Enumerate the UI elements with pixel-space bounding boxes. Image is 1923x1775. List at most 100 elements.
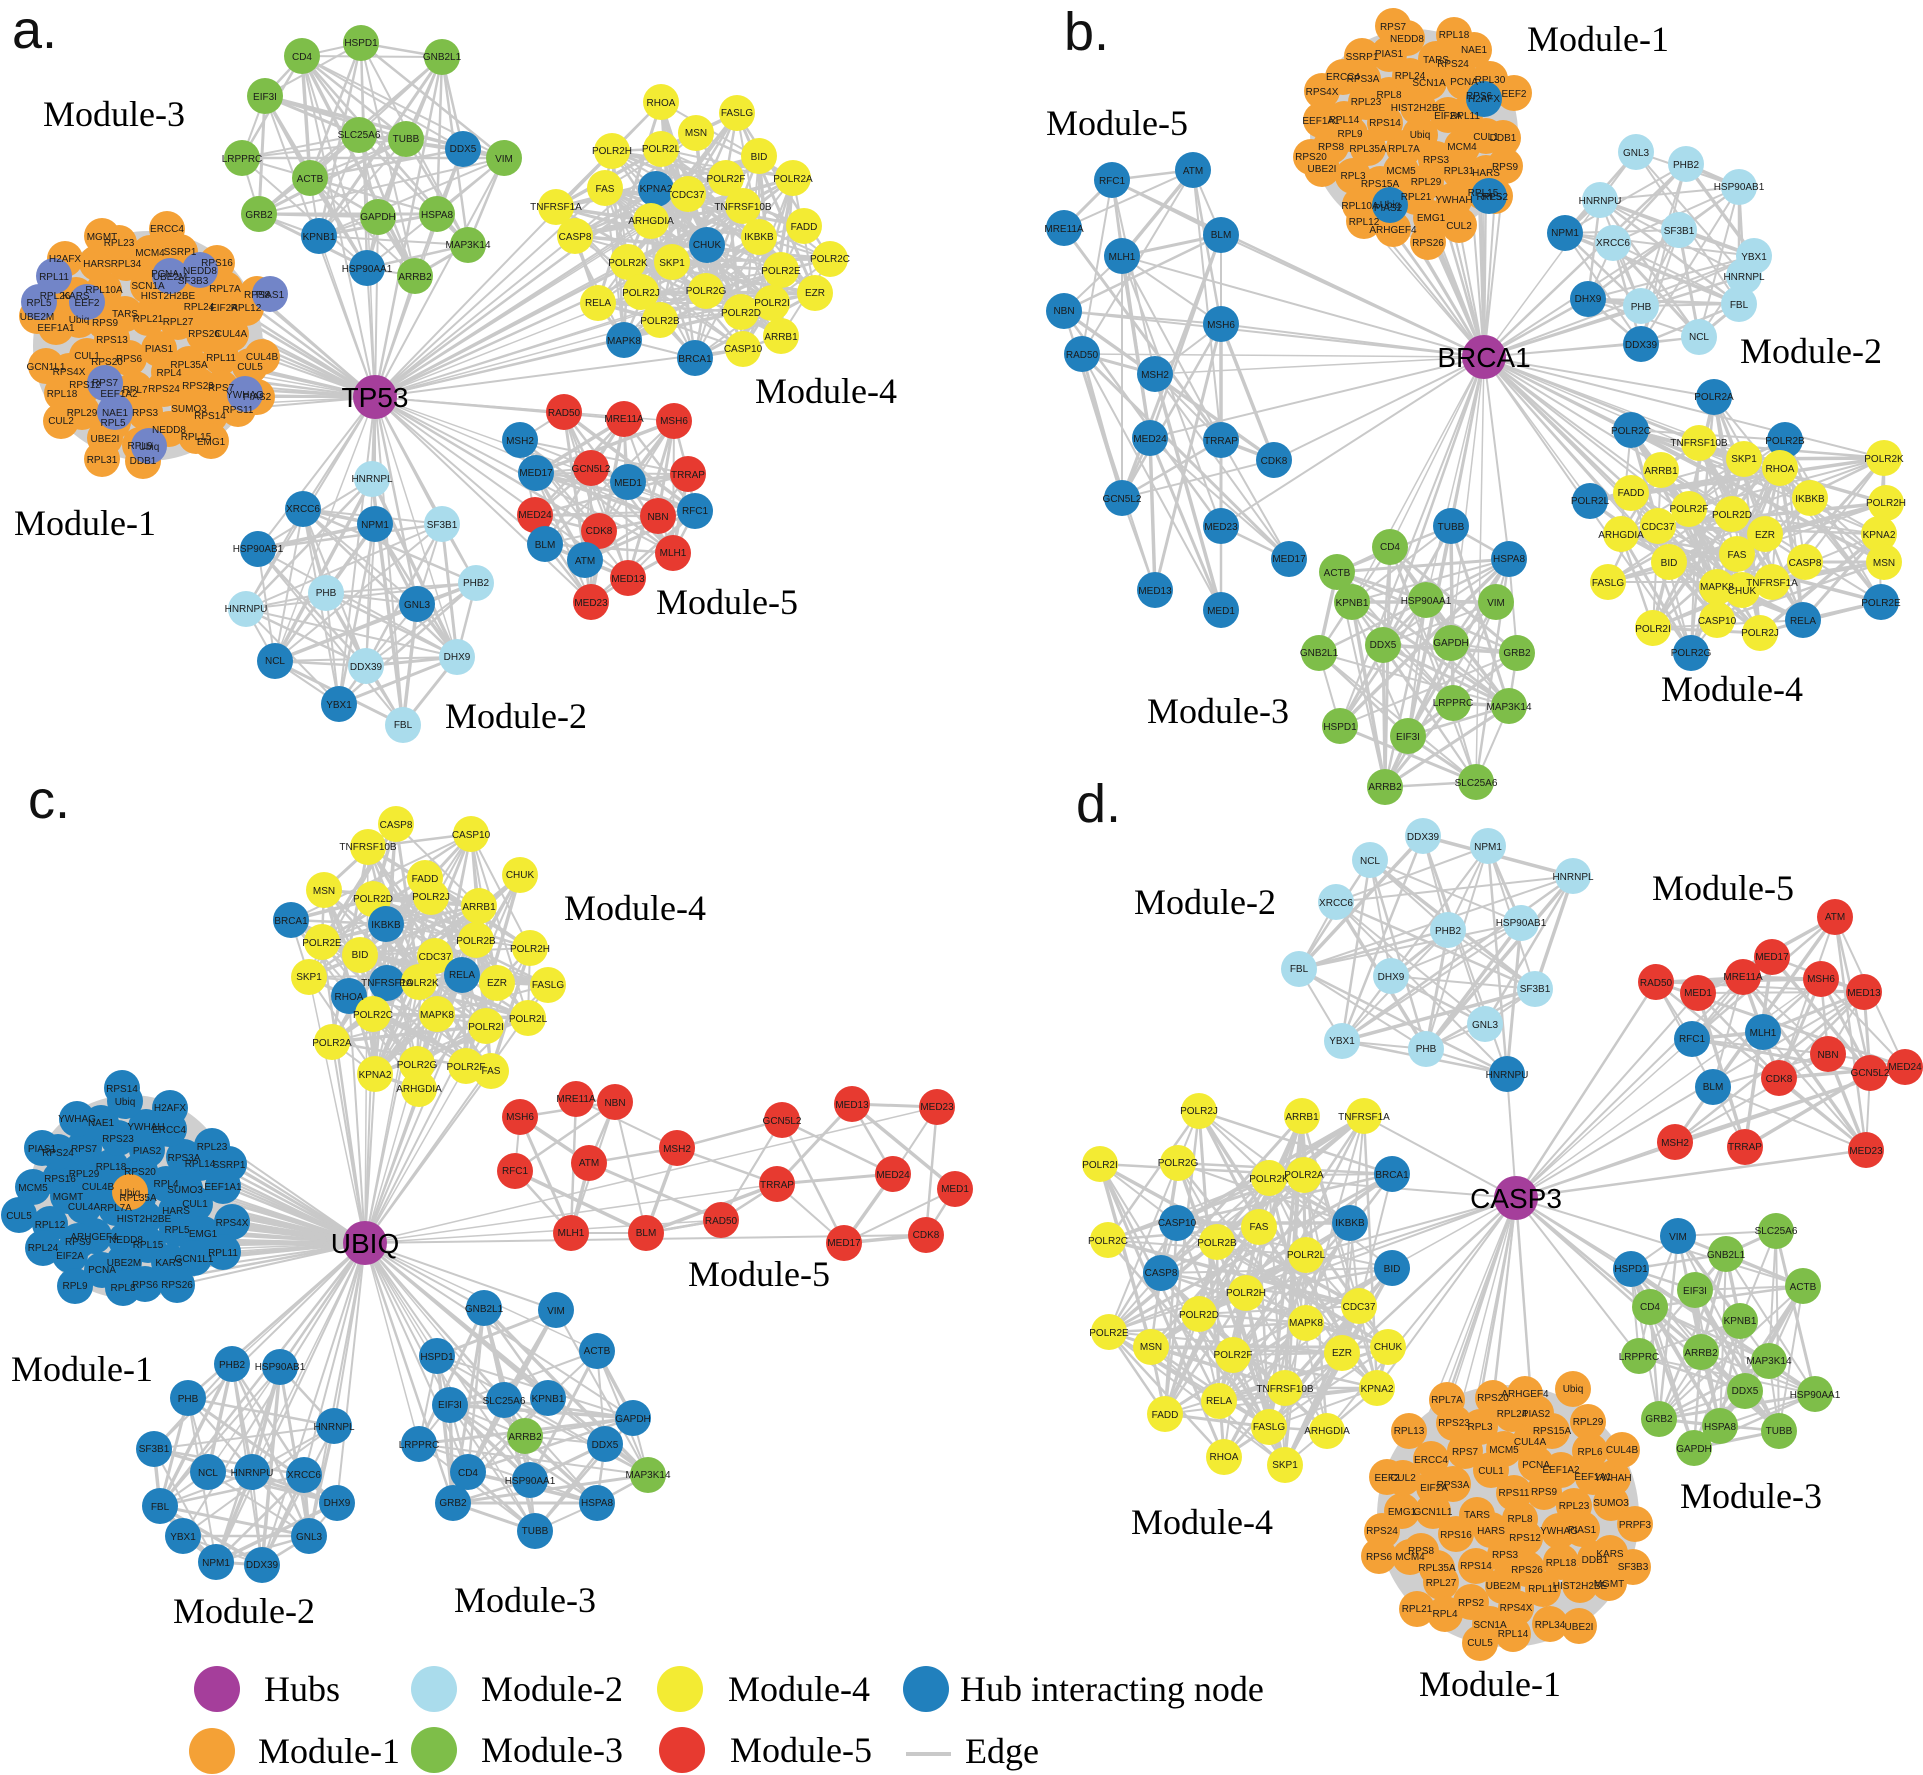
svg-text:POLR2A: POLR2A [1284,1170,1324,1181]
svg-text:RELA: RELA [585,298,611,309]
svg-text:RPL21: RPL21 [133,314,164,325]
svg-text:ERCC4: ERCC4 [152,1125,186,1136]
svg-text:EEF2: EEF2 [74,298,99,309]
svg-text:RPS24: RPS24 [42,1148,74,1159]
svg-text:POLR2H: POLR2H [510,944,550,955]
svg-text:RPL31: RPL31 [1444,166,1475,177]
svg-text:GCN1L1: GCN1L1 [27,362,66,373]
svg-text:GRB2: GRB2 [439,1498,467,1509]
svg-text:RPL14: RPL14 [1498,1629,1529,1640]
svg-text:Module-2: Module-2 [173,1591,315,1631]
svg-text:RPL24: RPL24 [1497,1409,1528,1420]
svg-text:MAP3K14: MAP3K14 [1486,702,1531,713]
svg-text:MED24: MED24 [876,1170,910,1181]
svg-text:SF3B1: SF3B1 [139,1444,170,1455]
svg-text:HSPD1: HSPD1 [1614,1264,1648,1275]
svg-text:PIAS2: PIAS2 [243,392,272,403]
svg-text:POLR2B: POLR2B [640,316,680,327]
svg-text:YBX1: YBX1 [326,700,352,711]
svg-text:EZR: EZR [805,288,825,299]
svg-text:GAPDH: GAPDH [615,1414,651,1425]
svg-text:PRPF3: PRPF3 [1619,1520,1652,1531]
svg-text:EIF3I: EIF3I [253,92,277,103]
svg-text:EEF1A1: EEF1A1 [37,323,75,334]
svg-text:NAE1: NAE1 [1461,45,1488,56]
svg-text:RPL9: RPL9 [127,441,152,452]
svg-text:ARHGDIA: ARHGDIA [628,216,674,227]
svg-text:RPS6: RPS6 [116,354,143,365]
svg-text:NAE1: NAE1 [102,408,129,419]
svg-text:ARRB1: ARRB1 [764,332,798,343]
svg-text:DDX39: DDX39 [350,662,383,673]
svg-text:NPM1: NPM1 [361,520,389,531]
svg-text:Module-2: Module-2 [1740,331,1882,371]
svg-text:RPL12: RPL12 [231,303,262,314]
svg-text:H2AFX: H2AFX [154,1103,187,1114]
svg-text:KPNA2: KPNA2 [640,184,673,195]
svg-text:EIF2A: EIF2A [1420,1483,1448,1494]
svg-text:LRPPRC: LRPPRC [222,154,263,165]
svg-text:RPL35A: RPL35A [119,1193,157,1204]
svg-text:NEDD8: NEDD8 [183,266,217,277]
svg-text:ERCC4: ERCC4 [1414,1455,1448,1466]
svg-text:YBX1: YBX1 [1741,252,1767,263]
svg-text:Hubs: Hubs [264,1669,340,1709]
svg-text:RPL4: RPL4 [153,1179,178,1190]
svg-text:POLR2I: POLR2I [468,1022,504,1033]
svg-text:RPS20: RPS20 [1295,152,1327,163]
svg-text:Module-1: Module-1 [1527,19,1669,59]
svg-text:RPS24: RPS24 [1366,1526,1398,1537]
svg-text:RHOA: RHOA [1210,1452,1239,1463]
svg-text:RPL23: RPL23 [1351,97,1382,108]
svg-text:MLH1: MLH1 [1750,1028,1777,1039]
svg-text:PCNA: PCNA [1522,1460,1550,1471]
svg-text:SF3B1: SF3B1 [1664,226,1695,237]
svg-text:FBL: FBL [1730,300,1749,311]
svg-text:KPNB1: KPNB1 [303,232,336,243]
svg-text:NPM1: NPM1 [1551,228,1579,239]
svg-text:TARS: TARS [1423,55,1449,66]
svg-text:IKBKB: IKBKB [371,920,401,931]
svg-text:TNFRSF10B: TNFRSF10B [1256,1384,1314,1395]
svg-text:SF3B1: SF3B1 [1520,984,1551,995]
svg-text:RAD50: RAD50 [548,408,581,419]
svg-text:POLR2G: POLR2G [1671,648,1712,659]
svg-text:FBL: FBL [151,1502,170,1513]
svg-text:DDX5: DDX5 [450,144,477,155]
svg-text:Ubiq: Ubiq [115,1097,136,1108]
svg-text:Module-2: Module-2 [445,696,587,736]
svg-text:RPL8: RPL8 [1507,1514,1532,1525]
svg-text:RPL9: RPL9 [1337,129,1362,140]
svg-text:POLR2F: POLR2F [1670,504,1709,515]
svg-text:MSN: MSN [1140,1342,1162,1353]
svg-text:Module-1: Module-1 [11,1349,153,1389]
svg-text:MED23: MED23 [920,1102,954,1113]
svg-text:RPL14: RPL14 [185,1159,216,1170]
svg-text:POLR2I: POLR2I [1635,624,1671,635]
svg-text:HIST2H2BE: HIST2H2BE [117,1214,172,1225]
svg-text:RPS15A: RPS15A [1361,179,1400,190]
svg-text:EIF2A: EIF2A [56,1251,84,1262]
svg-text:BLM: BLM [1211,230,1232,241]
svg-text:EIF2A: EIF2A [210,303,238,314]
svg-text:MRE11A: MRE11A [604,414,644,425]
svg-text:UBE2I: UBE2I [1308,164,1337,175]
svg-text:POLR2B: POLR2B [1765,436,1805,447]
svg-text:RPS13: RPS13 [96,335,128,346]
svg-text:SCN1A: SCN1A [131,281,165,292]
svg-text:Module-3: Module-3 [43,94,185,134]
svg-text:MSH2: MSH2 [1141,370,1169,381]
svg-text:EIF3I: EIF3I [438,1400,462,1411]
svg-text:RPS16: RPS16 [201,258,233,269]
svg-text:RPS23: RPS23 [1438,1418,1470,1429]
svg-text:CDK8: CDK8 [586,526,613,537]
svg-text:RELA: RELA [1206,1396,1232,1407]
svg-text:POLR2A: POLR2A [773,174,813,185]
svg-text:BID: BID [352,950,369,961]
svg-text:SF3B1: SF3B1 [427,520,458,531]
svg-text:HSPA8: HSPA8 [1493,554,1525,565]
svg-text:MGMT: MGMT [53,1192,84,1203]
svg-text:MED1: MED1 [614,478,642,489]
svg-text:MLH1: MLH1 [1109,252,1136,263]
svg-text:SLC25A6: SLC25A6 [338,130,381,141]
